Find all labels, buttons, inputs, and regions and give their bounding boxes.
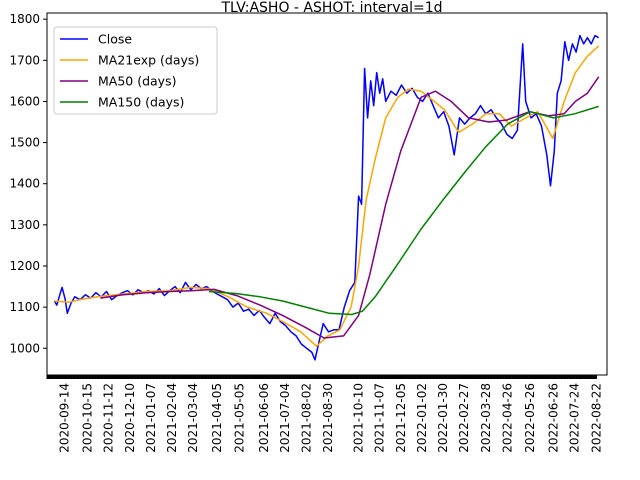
x-tick-label: 2022-04-26 bbox=[501, 383, 515, 453]
x-tick-label: 2022-01-30 bbox=[436, 383, 450, 453]
legend-label-3: MA150 (days) bbox=[98, 95, 184, 110]
y-tick-label: 1500 bbox=[9, 136, 40, 150]
y-tick-label: 1400 bbox=[9, 177, 40, 191]
series-layer bbox=[53, 34, 600, 361]
x-tick-label: 2022-02-27 bbox=[457, 383, 471, 453]
x-tick-label: 2022-03-28 bbox=[479, 383, 493, 453]
x-tick-label: 2022-08-22 bbox=[590, 383, 604, 453]
y-axis: 1000 1100 1200 1300 1400 1500 1600 1700 1800 bbox=[9, 12, 47, 355]
x-tick-label: 2021-01-07 bbox=[144, 383, 158, 453]
x-tick-label: 2020-10-15 bbox=[81, 383, 95, 453]
legend-label-1: MA21exp (days) bbox=[98, 53, 199, 68]
legend-box bbox=[53, 26, 218, 115]
x-tick-label: 2021-05-05 bbox=[233, 383, 247, 453]
y-tick-label: 1100 bbox=[9, 300, 40, 314]
x-tick-label: 2021-08-02 bbox=[300, 383, 314, 453]
x-tick-label: 2022-07-24 bbox=[568, 383, 582, 453]
y-tick-label: 1300 bbox=[9, 218, 40, 232]
legend-label-2: MA50 (days) bbox=[98, 74, 176, 89]
series-line-3 bbox=[208, 105, 599, 316]
x-tick-label: 2021-06-06 bbox=[257, 383, 271, 453]
x-tick-label: 2022-05-26 bbox=[523, 383, 537, 453]
x-tick-label: 2021-08-30 bbox=[321, 383, 335, 453]
x-tick-label: 2022-06-26 bbox=[547, 383, 561, 453]
chart-title: TLV:ASHO - ASHOT: interval=1d bbox=[220, 0, 442, 16]
x-tick-label: 2021-07-04 bbox=[278, 383, 292, 453]
x-tick-label: 2020-09-14 bbox=[57, 383, 71, 453]
x-tick-label: 2021-02-04 bbox=[165, 383, 179, 453]
x-tick-label: 2021-10-10 bbox=[352, 383, 366, 453]
y-tick-label: 1800 bbox=[9, 12, 40, 26]
x-tick-label: 2021-12-05 bbox=[394, 383, 408, 453]
x-tick-label: 2022-01-02 bbox=[415, 383, 429, 453]
x-tick-label: 2021-03-04 bbox=[186, 383, 200, 453]
x-tick-label: 2021-11-07 bbox=[373, 383, 387, 453]
legend-label-0: Close bbox=[98, 32, 132, 47]
x-axis: 2020-09-14 2020-10-15 2020-11-12 2020-12-10… bbox=[46, 375, 604, 453]
series-line-1 bbox=[54, 45, 600, 347]
y-tick-label: 1200 bbox=[9, 259, 40, 273]
legend: Close MA21exp (days) MA50 (days) MA150 (day… bbox=[53, 26, 218, 115]
x-tick-label: 2020-11-12 bbox=[102, 383, 116, 453]
x-tick-label: 2020-12-10 bbox=[123, 383, 137, 453]
x-tick-label: 2021-04-05 bbox=[210, 383, 224, 453]
y-tick-label: 1000 bbox=[9, 341, 40, 355]
y-tick-label: 1600 bbox=[9, 94, 40, 108]
y-tick-label: 1700 bbox=[9, 53, 40, 67]
